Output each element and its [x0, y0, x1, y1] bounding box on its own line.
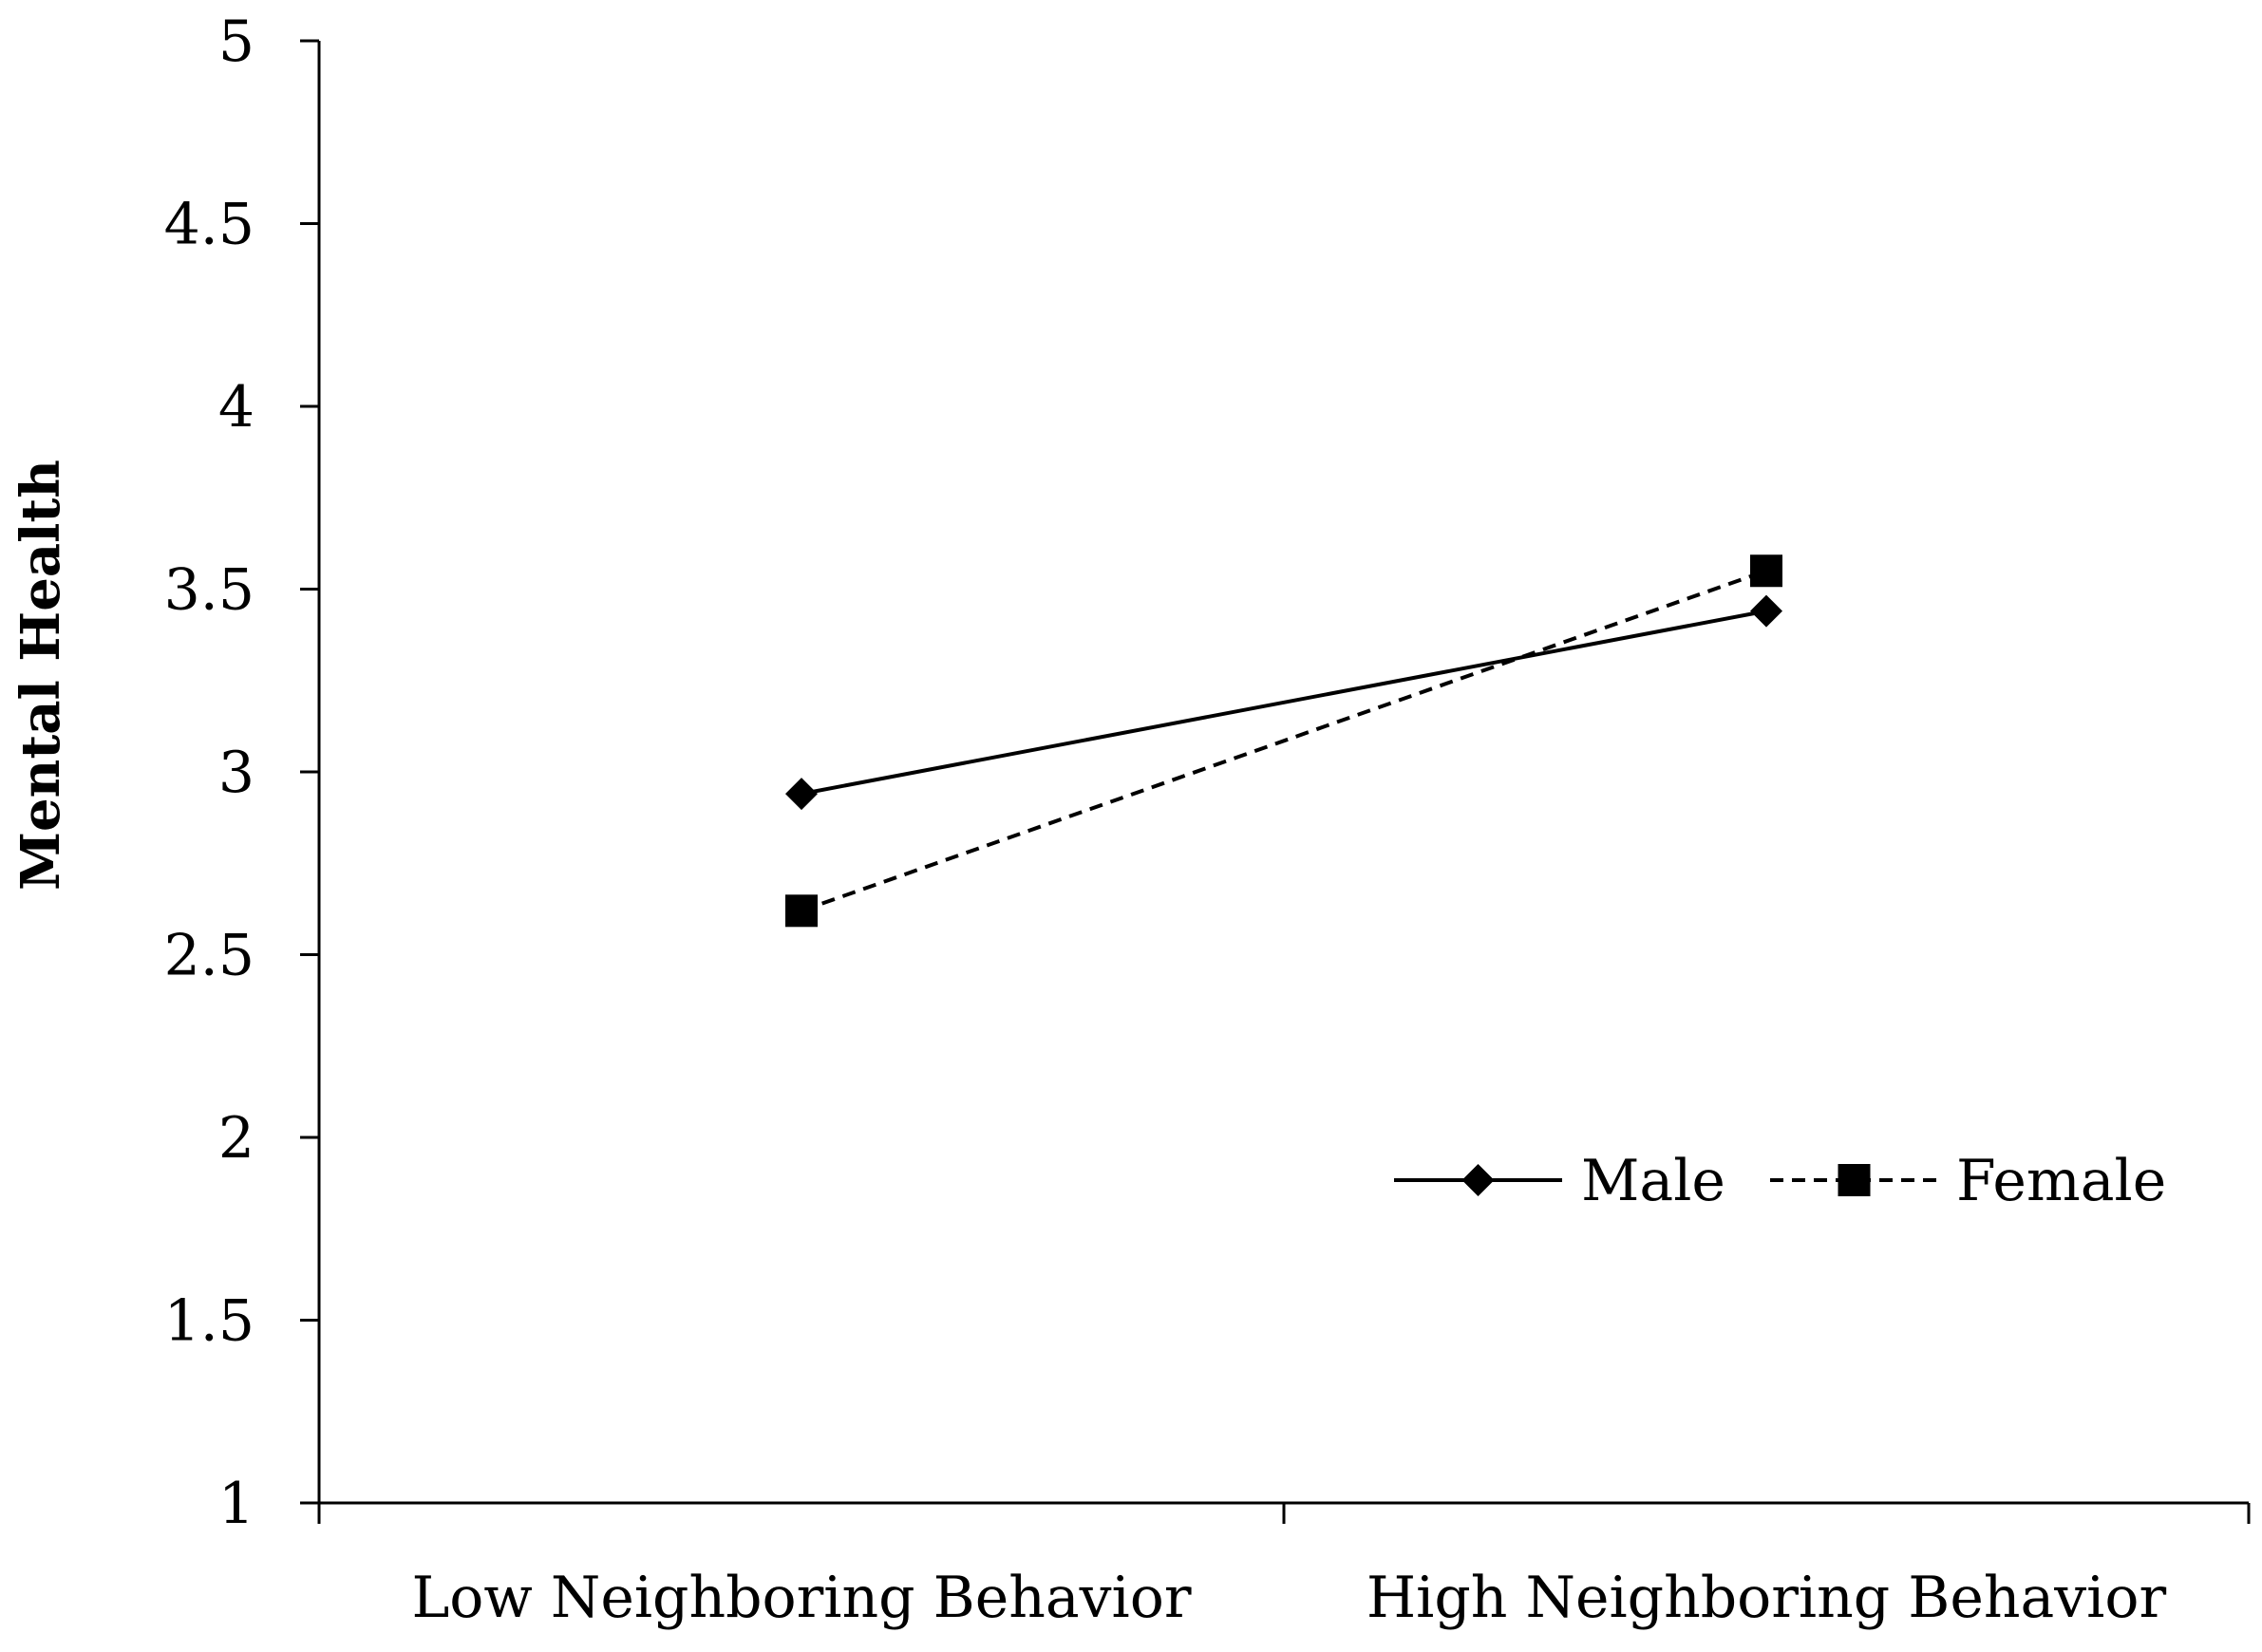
- legend-label-male: Male: [1581, 1148, 1725, 1214]
- y-tick-label: 2.5: [164, 923, 254, 989]
- axes: [317, 41, 2249, 1505]
- series-female: [785, 554, 1782, 928]
- y-tick-label: 4.5: [164, 192, 254, 258]
- legend-item-male: Male: [1394, 1148, 1725, 1214]
- data-point-diamond: [785, 778, 818, 811]
- y-tick-label: 3.5: [164, 557, 254, 624]
- y-tick-label: 5: [218, 9, 254, 75]
- x-tick-label: Low Neighboring Behavior: [411, 1565, 1191, 1631]
- y-tick-label: 2: [218, 1105, 254, 1172]
- data-point-square: [1838, 1164, 1871, 1196]
- series-line-female: [801, 569, 1767, 913]
- legend: Male Female: [1394, 1148, 2166, 1214]
- legend-item-female: Female: [1770, 1148, 2166, 1214]
- data-point-square: [1750, 554, 1782, 588]
- data-point-square: [785, 894, 818, 928]
- x-tick-label: High Neighboring Behavior: [1367, 1565, 2167, 1631]
- y-tick-label: 1.5: [164, 1288, 254, 1355]
- y-tick-label: 3: [218, 740, 254, 806]
- series-line-male: [801, 609, 1767, 797]
- series-male: [785, 594, 1782, 811]
- series-group: [785, 554, 1782, 928]
- y-tick-label: 4: [218, 374, 254, 441]
- data-point-diamond: [1750, 594, 1782, 628]
- y-tick-label: 1: [218, 1471, 254, 1537]
- legend-label-female: Female: [1956, 1148, 2166, 1214]
- data-point-diamond: [1461, 1164, 1495, 1196]
- y-axis-ticks: 1 1.5 2 2.5 3 3.5 4 4.5 5: [164, 9, 319, 1537]
- y-axis-title: Mental Health: [9, 460, 72, 891]
- x-axis-ticks: Low Neighboring Behavior High Neighboring…: [317, 1503, 2251, 1631]
